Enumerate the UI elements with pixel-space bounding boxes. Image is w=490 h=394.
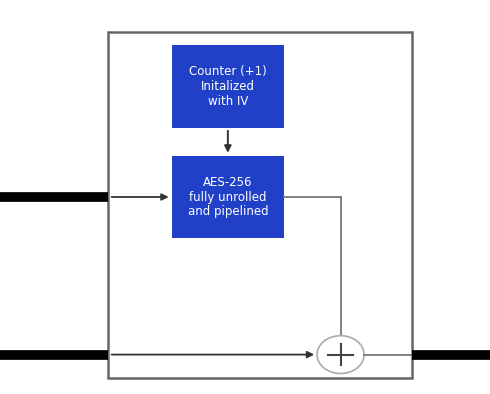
Bar — [108, 32, 412, 378]
Bar — [172, 45, 284, 128]
Text: AES-256
fully unrolled
and pipelined: AES-256 fully unrolled and pipelined — [188, 175, 268, 219]
Text: Counter (+1)
Initalized
with IV: Counter (+1) Initalized with IV — [189, 65, 267, 108]
Bar — [172, 156, 284, 238]
Ellipse shape — [317, 336, 364, 374]
